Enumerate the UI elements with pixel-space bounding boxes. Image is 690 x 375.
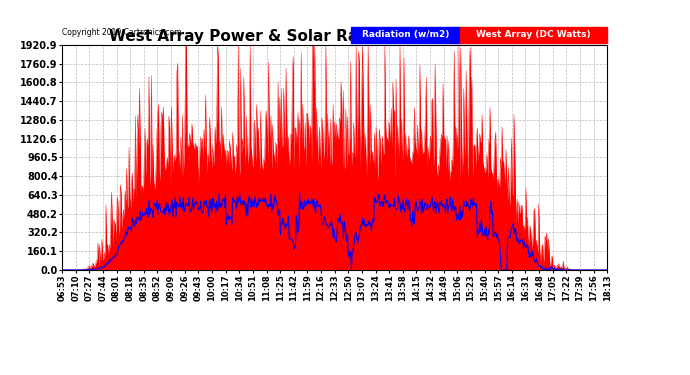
Text: Radiation (w/m2): Radiation (w/m2): [362, 30, 449, 39]
Text: West Array (DC Watts): West Array (DC Watts): [476, 30, 591, 39]
FancyBboxPatch shape: [460, 27, 607, 43]
FancyBboxPatch shape: [351, 27, 460, 43]
Text: Copyright 2019 Cartronics.com: Copyright 2019 Cartronics.com: [62, 28, 181, 37]
Title: West Array Power & Solar Radiation Sun Oct 6 18:29: West Array Power & Solar Radiation Sun O…: [109, 29, 560, 44]
